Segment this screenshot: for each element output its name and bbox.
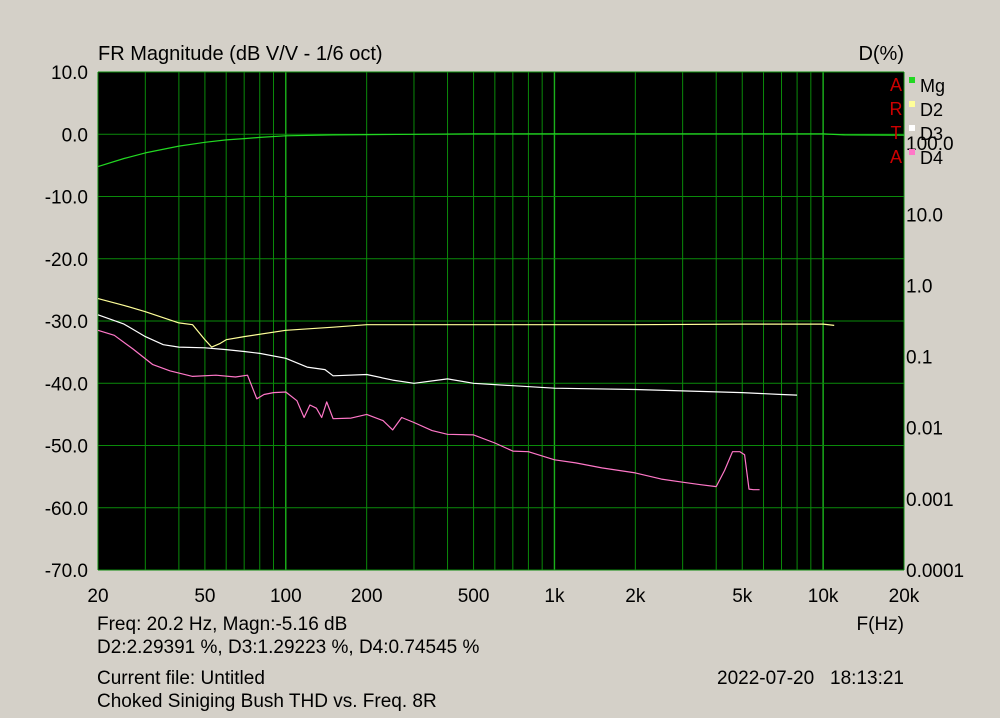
x-tick-label: 100 — [270, 586, 302, 607]
y2-tick-label: 0.0001 — [906, 561, 964, 582]
legend-swatch-d4 — [909, 149, 915, 155]
y-tick-label: -20.0 — [45, 250, 88, 271]
y-tick-label: -60.0 — [45, 499, 88, 520]
y2-tick-label: 0.001 — [906, 490, 954, 511]
y-tick-label: -70.0 — [45, 561, 88, 582]
axes: 20 50 100 200 500 1k 2k 5k 10k 20k 10.0 0.0 -10.0 -20… — [45, 63, 964, 607]
x-tick-label: 500 — [458, 586, 490, 607]
measurement-datetime: 2022-07-20 18:13:21 — [717, 668, 904, 689]
x-tick-label: 200 — [351, 586, 383, 607]
x-tick-label: 5k — [732, 586, 753, 607]
x-tick-label: 20 — [87, 586, 108, 607]
series-layer — [97, 133, 905, 491]
chart-title: FR Magnitude (dB V/V - 1/6 oct) — [98, 43, 383, 65]
legend-label-mg: Mg — [920, 76, 945, 96]
right-axis-title: D(%) — [858, 43, 904, 65]
y2-tick-label: 0.1 — [906, 348, 932, 369]
y2-tick-label: 100.0 — [906, 134, 954, 155]
legend-swatch-d3 — [909, 125, 915, 131]
y2-tick-label: 1.0 — [906, 276, 932, 297]
grid — [97, 71, 905, 571]
series-line-mg — [97, 133, 905, 168]
y-tick-label: -30.0 — [45, 312, 88, 333]
x-tick-label: 1k — [544, 586, 565, 607]
arta-letter: T — [891, 123, 902, 143]
y-tick-label: -50.0 — [45, 437, 88, 458]
series-line-d4 — [97, 329, 760, 491]
y-tick-label: 0.0 — [62, 125, 88, 146]
x-tick-label: 20k — [889, 586, 920, 607]
y2-tick-label: 10.0 — [906, 205, 943, 226]
current-file-label: Current file: Untitled — [97, 668, 265, 689]
arta-letter: A — [890, 75, 902, 95]
y2-tick-label: 0.01 — [906, 419, 943, 440]
legend-swatch-d2 — [909, 101, 915, 107]
x-tick-label: 2k — [625, 586, 646, 607]
legend-label-d4: D4 — [920, 148, 943, 168]
y-tick-label: -10.0 — [45, 188, 88, 209]
legend-swatch-mg — [909, 77, 915, 83]
y-tick-label: -40.0 — [45, 374, 88, 395]
measurement-description: Choked Siniging Bush THD vs. Freq. 8R — [97, 691, 437, 712]
cursor-readout-line1: Freq: 20.2 Hz, Magn:-5.16 dB — [97, 614, 348, 635]
arta-letter: A — [890, 147, 902, 167]
legend-label-d3: D3 — [920, 124, 943, 144]
legend-label-d2: D2 — [920, 100, 943, 120]
arta-letter: R — [890, 99, 903, 119]
x-axis-label: F(Hz) — [857, 614, 904, 635]
x-tick-label: 50 — [194, 586, 215, 607]
legend: A Mg R D2 T D3 A D4 — [890, 75, 946, 168]
x-tick-label: 10k — [808, 586, 839, 607]
y-tick-label: 10.0 — [51, 63, 88, 84]
series-line-d3 — [97, 314, 798, 396]
series-line-d2 — [97, 298, 835, 348]
cursor-readout-line2: D2:2.29391 %, D3:1.29223 %, D4:0.74545 % — [97, 637, 480, 658]
